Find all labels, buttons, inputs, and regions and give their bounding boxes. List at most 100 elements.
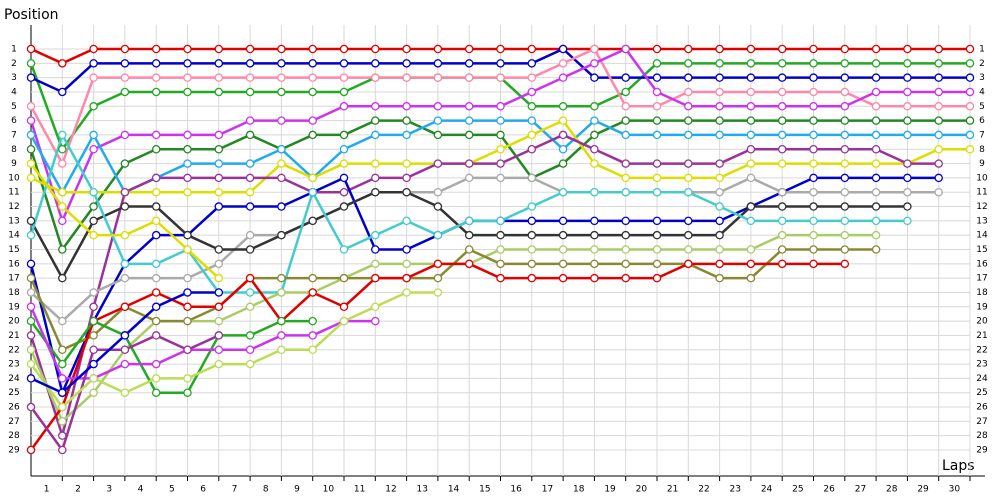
position-marker [371, 316, 380, 326]
position-marker [840, 73, 850, 82]
position-marker [590, 44, 599, 54]
y-tick-label: 8 [11, 145, 17, 155]
position-marker [777, 102, 787, 111]
y-tick-label: 14 [8, 231, 20, 241]
position-marker [527, 73, 537, 82]
position-marker [26, 316, 36, 326]
position-marker [183, 230, 192, 240]
position-marker [26, 44, 36, 54]
position-marker [684, 102, 693, 111]
position-marker [903, 159, 912, 168]
position-marker [214, 202, 224, 211]
y-tick-label: 25 [8, 388, 19, 398]
position-marker [402, 44, 411, 54]
position-marker [746, 116, 756, 125]
position-marker [715, 202, 724, 211]
series-line [29, 176, 939, 394]
position-marker [183, 173, 192, 183]
position-marker [183, 187, 192, 197]
position-marker [214, 130, 224, 140]
position-marker [809, 87, 818, 97]
x-tick-label: 15 [479, 485, 490, 495]
position-marker [840, 130, 850, 140]
position-marker [809, 159, 818, 168]
position-marker [433, 273, 443, 283]
position-marker [89, 359, 98, 369]
x-tick-label: 14 [448, 485, 460, 495]
position-marker [308, 316, 317, 326]
position-marker [558, 44, 568, 54]
position-marker [183, 130, 192, 140]
position-marker [715, 102, 724, 111]
y-tick-label: 17 [8, 274, 19, 284]
position-marker [214, 245, 224, 254]
position-marker [590, 230, 599, 240]
position-marker [621, 102, 630, 111]
position-marker [590, 59, 599, 68]
position-marker [684, 216, 693, 226]
position-marker [965, 130, 975, 140]
position-marker [402, 73, 411, 82]
position-marker [809, 116, 818, 125]
position-marker [527, 230, 537, 240]
y-axis-title: Position [4, 7, 59, 23]
position-marker [777, 245, 787, 254]
position-marker [496, 102, 505, 111]
position-marker [89, 130, 98, 140]
position-marker [746, 59, 756, 68]
position-marker [26, 73, 36, 82]
position-marker [183, 159, 192, 168]
y-tick-label: 26 [8, 403, 20, 413]
x-tick-label: 26 [823, 485, 835, 495]
position-marker [58, 159, 67, 168]
y-tick-label: 5 [11, 102, 17, 112]
position-marker [26, 159, 36, 168]
position-marker [934, 116, 943, 125]
position-marker [26, 288, 36, 297]
position-marker [558, 59, 568, 68]
position-marker [809, 130, 818, 140]
y-tick-label-right: 15 [976, 245, 987, 255]
y-tick-label: 2 [11, 59, 17, 69]
position-marker [277, 202, 286, 211]
position-marker [89, 144, 98, 154]
position-marker [496, 59, 505, 68]
y-tick-label-right: 9 [979, 159, 985, 169]
x-tick-label: 30 [949, 485, 961, 495]
position-marker [402, 130, 411, 140]
position-marker [464, 116, 474, 125]
position-marker [120, 359, 130, 369]
y-tick-label-right: 24 [976, 374, 988, 384]
series-line [29, 291, 438, 409]
position-marker [590, 144, 599, 154]
position-marker [214, 273, 224, 283]
position-marker [684, 187, 693, 197]
position-marker [245, 130, 255, 140]
position-marker [652, 73, 662, 82]
position-marker [89, 216, 98, 226]
position-marker [558, 273, 568, 283]
x-tick-label: 28 [886, 485, 898, 495]
position-marker [89, 316, 98, 326]
position-marker [558, 230, 568, 240]
position-marker [26, 116, 36, 125]
position-marker [214, 144, 224, 154]
position-marker [26, 402, 36, 412]
position-marker [527, 245, 537, 254]
position-marker [371, 59, 380, 68]
position-marker [308, 187, 317, 197]
position-marker [277, 87, 286, 97]
y-tick-label-right: 1 [979, 45, 985, 55]
position-marker [339, 202, 349, 211]
position-marker [934, 173, 943, 183]
position-marker [214, 331, 224, 340]
position-marker [871, 130, 881, 140]
position-marker [809, 44, 818, 54]
position-marker [183, 345, 192, 354]
position-marker [402, 259, 411, 269]
position-marker [527, 102, 537, 111]
position-marker [746, 73, 756, 82]
position-marker [371, 102, 380, 111]
position-marker [496, 73, 505, 82]
